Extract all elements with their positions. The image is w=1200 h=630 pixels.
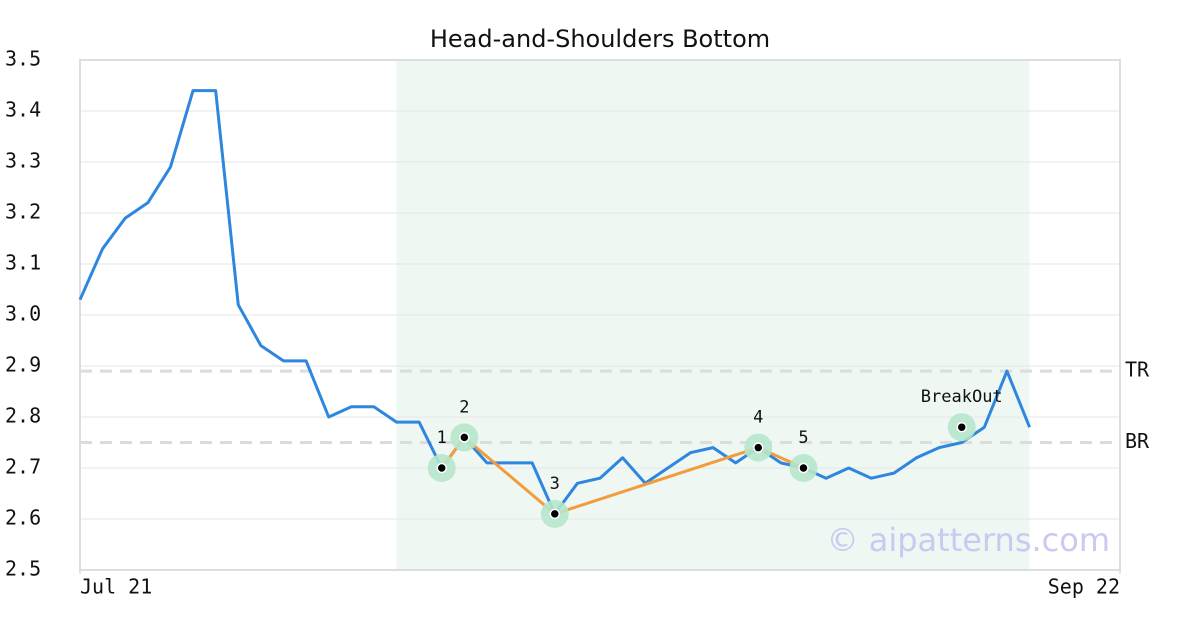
y-tick-label: 3.1 [5,251,41,275]
pattern-point [436,462,447,474]
level-label: BR [1125,429,1150,453]
y-tick-label: 2.7 [5,455,41,479]
pattern-point [956,421,967,433]
x-tick-label: Jul 21 [80,575,152,599]
y-tick-label: 2.6 [5,506,41,530]
y-tick-label: 3.2 [5,200,41,224]
pattern-label: 5 [798,428,808,448]
pattern-point [753,442,764,453]
pattern-point [549,508,561,520]
x-tick-label: Sep 22 [1048,575,1120,599]
chart-title: Head-and-Shoulders Bottom [430,25,770,53]
y-tick-label: 3.5 [5,47,41,71]
watermark: © aipatterns.com [827,521,1110,559]
plot-frame [79,59,1121,571]
y-tick-label: 2.9 [5,353,41,377]
level-label: TR [1125,358,1150,382]
y-tick-label: 2.8 [5,404,41,428]
pattern-label: 4 [753,408,763,428]
y-tick-label: 3.4 [5,98,41,122]
pattern-label: 3 [550,474,560,494]
y-tick-label: 3.3 [5,149,41,173]
pattern-label: BreakOut [921,387,1003,407]
pattern-point [459,432,470,443]
pattern-label: 1 [437,428,447,448]
y-tick-label: 3.0 [5,302,41,326]
pattern-label: 2 [459,397,469,417]
pattern-point [798,462,809,474]
y-tick-label: 2.5 [5,557,41,581]
